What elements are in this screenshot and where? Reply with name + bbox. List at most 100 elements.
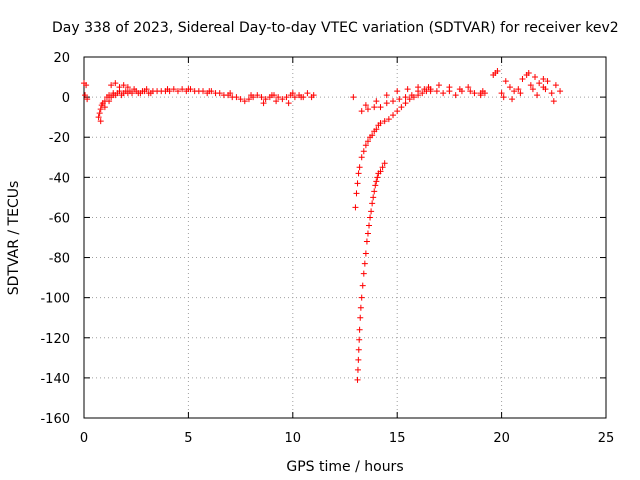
data-point bbox=[529, 86, 536, 93]
data-point bbox=[548, 90, 555, 97]
data-point bbox=[101, 104, 108, 111]
data-point bbox=[206, 88, 213, 95]
data-point bbox=[262, 96, 269, 103]
data-point bbox=[353, 190, 360, 197]
data-point bbox=[370, 194, 377, 201]
data-point bbox=[371, 188, 378, 195]
data-point bbox=[356, 336, 363, 343]
data-point bbox=[406, 96, 413, 103]
data-point bbox=[415, 84, 422, 91]
data-point bbox=[357, 304, 364, 311]
data-point bbox=[106, 98, 113, 105]
data-point bbox=[373, 98, 380, 105]
data-point bbox=[84, 96, 91, 103]
data-point bbox=[519, 76, 526, 83]
data-point bbox=[540, 76, 547, 83]
data-point bbox=[185, 86, 192, 93]
data-point bbox=[398, 104, 405, 111]
x-axis-label: GPS time / hours bbox=[286, 459, 403, 475]
axis-ticks bbox=[83, 56, 607, 419]
data-point bbox=[97, 106, 104, 113]
data-point bbox=[233, 94, 240, 101]
data-point bbox=[364, 138, 371, 145]
data-point bbox=[273, 98, 280, 105]
data-point bbox=[260, 100, 267, 107]
data-point bbox=[116, 84, 123, 91]
data-point bbox=[275, 94, 282, 101]
data-point bbox=[385, 116, 392, 123]
data-point bbox=[542, 86, 549, 93]
data-point bbox=[369, 132, 376, 139]
data-point bbox=[373, 126, 380, 133]
data-point bbox=[362, 102, 369, 109]
data-point bbox=[369, 200, 376, 207]
data-point bbox=[143, 86, 150, 93]
data-point bbox=[498, 90, 505, 97]
data-point bbox=[364, 106, 371, 113]
data-point bbox=[362, 142, 369, 149]
data-point bbox=[361, 260, 368, 267]
data-point bbox=[83, 82, 90, 89]
data-point bbox=[368, 208, 375, 215]
data-point bbox=[367, 214, 374, 221]
x-tick-label: 20 bbox=[493, 431, 510, 446]
data-point bbox=[96, 110, 103, 117]
x-tick-label: 15 bbox=[389, 431, 406, 446]
y-tick-label: -60 bbox=[49, 211, 70, 226]
data-point bbox=[358, 154, 365, 161]
data-point bbox=[402, 94, 409, 101]
data-point bbox=[446, 84, 453, 91]
data-point bbox=[440, 90, 447, 97]
data-point bbox=[227, 90, 234, 97]
data-point bbox=[408, 92, 415, 99]
data-point bbox=[95, 114, 102, 121]
data-point bbox=[363, 238, 370, 245]
data-point bbox=[552, 82, 559, 89]
data-point bbox=[471, 90, 478, 97]
data-point bbox=[354, 180, 361, 187]
data-point bbox=[170, 86, 177, 93]
data-point bbox=[544, 78, 551, 85]
data-point bbox=[390, 98, 397, 105]
data-point bbox=[310, 92, 317, 99]
data-point bbox=[291, 94, 298, 101]
data-point bbox=[377, 120, 384, 127]
x-tick-label: 5 bbox=[184, 431, 192, 446]
data-point bbox=[381, 118, 388, 125]
x-tick-label: 0 bbox=[80, 431, 88, 446]
data-point bbox=[241, 98, 248, 105]
y-tick-label: -80 bbox=[49, 252, 70, 267]
data-point bbox=[404, 86, 411, 93]
data-point bbox=[396, 96, 403, 103]
data-point bbox=[139, 88, 146, 95]
data-point bbox=[372, 182, 379, 189]
data-point bbox=[258, 94, 265, 101]
y-tick-label: -40 bbox=[49, 171, 70, 186]
data-point bbox=[354, 366, 361, 373]
y-tick-label: 0 bbox=[62, 91, 70, 106]
data-point bbox=[112, 80, 119, 87]
x-tick-labels: 0 5 10 15 20 25 bbox=[80, 431, 614, 446]
data-point bbox=[371, 104, 378, 111]
data-point bbox=[110, 92, 117, 99]
y-tick-label: -100 bbox=[40, 292, 70, 307]
data-point bbox=[381, 160, 388, 167]
data-point bbox=[527, 82, 534, 89]
y-tick-labels: -160 -140 -120 -100 -80 -60 -40 -20 0 20 bbox=[40, 51, 70, 427]
data-point bbox=[356, 164, 363, 171]
data-point bbox=[506, 84, 513, 91]
data-point bbox=[179, 86, 186, 93]
data-point bbox=[550, 98, 557, 105]
y-tick-label: -120 bbox=[40, 332, 70, 347]
data-point bbox=[245, 96, 252, 103]
data-point bbox=[360, 270, 367, 277]
data-point bbox=[364, 230, 371, 237]
data-point bbox=[456, 86, 463, 93]
plot-frame bbox=[83, 56, 607, 419]
data-point bbox=[147, 90, 154, 97]
data-point bbox=[534, 92, 541, 99]
data-point bbox=[129, 90, 136, 97]
data-point bbox=[285, 100, 292, 107]
data-point bbox=[402, 100, 409, 107]
